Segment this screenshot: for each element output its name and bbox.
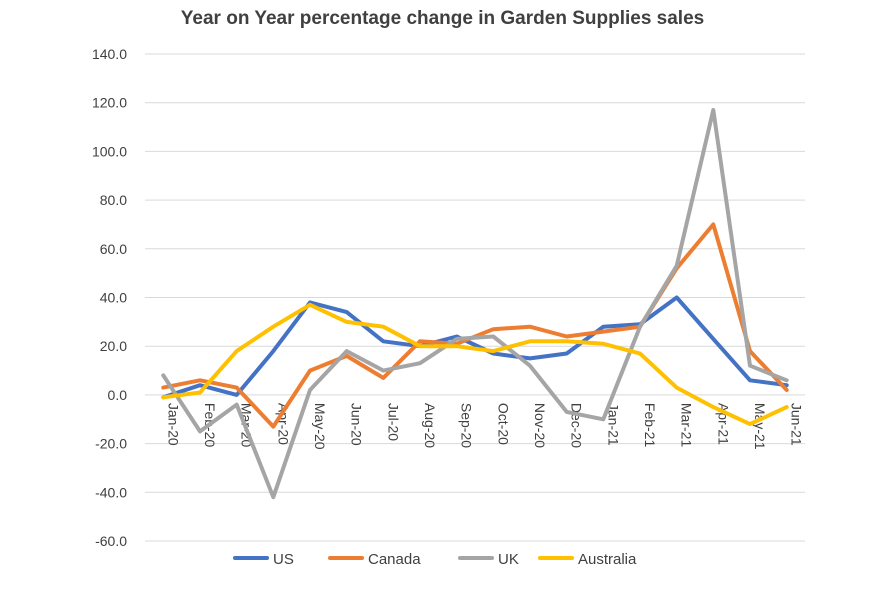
legend-label: UK: [498, 551, 519, 568]
x-tick-label: Aug-20: [422, 403, 438, 448]
y-tick-label: 100.0: [92, 143, 127, 159]
chart-title: Year on Year percentage change in Garden…: [180, 8, 705, 29]
x-tick-label: Jul-20: [385, 403, 401, 441]
y-tick-label: -40.0: [95, 484, 127, 500]
x-tick-label: May-20: [312, 403, 328, 450]
y-tick-label: 140.0: [92, 46, 127, 62]
y-tick-label: -20.0: [95, 436, 127, 452]
y-tick-label: 120.0: [92, 95, 127, 111]
y-tick-label: 20.0: [100, 338, 127, 354]
y-tick-label: 0.0: [108, 387, 128, 403]
x-tick-label: Jan-20: [165, 403, 181, 446]
x-tick-label: Oct-20: [495, 403, 511, 445]
x-tick-label: Nov-20: [532, 403, 548, 448]
x-tick-label: Jun-21: [789, 403, 805, 446]
y-tick-label: 60.0: [100, 241, 127, 257]
y-tick-label: 40.0: [100, 290, 127, 306]
x-tick-label: May-21: [752, 403, 768, 450]
x-tick-label: Jan-21: [605, 403, 621, 446]
y-tick-label: 80.0: [100, 192, 127, 208]
x-tick-label: Mar-21: [679, 403, 695, 448]
x-tick-label: Dec-20: [569, 403, 585, 448]
legend-label: Canada: [368, 551, 421, 568]
x-tick-label: Sep-20: [459, 403, 475, 448]
y-tick-label: -60.0: [95, 533, 127, 549]
series-line-us: [161, 295, 789, 400]
x-tick-label: Apr-20: [275, 403, 291, 445]
x-tick-label: Jun-20: [349, 403, 365, 446]
x-tick-label: Feb-21: [642, 403, 658, 448]
series-line-uk: [161, 108, 789, 500]
series-line-australia: [161, 302, 789, 427]
legend-label: Australia: [578, 551, 637, 568]
legend-label: US: [273, 551, 294, 568]
